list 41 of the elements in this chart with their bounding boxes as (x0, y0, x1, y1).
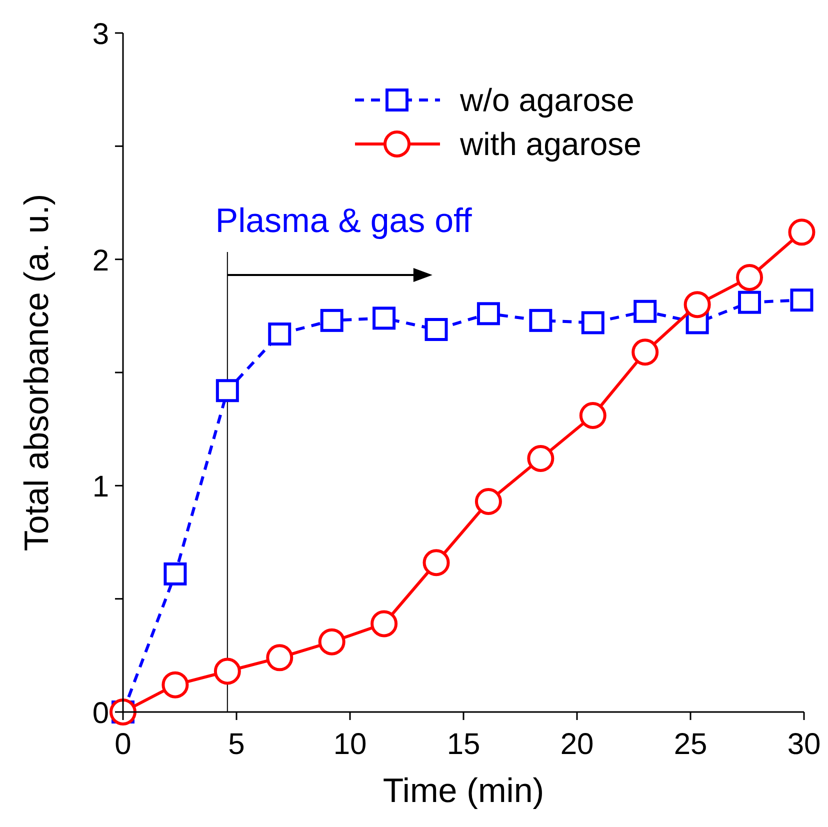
point (320, 308, 344, 332)
point (266, 644, 294, 672)
x-tick-label: 5 (228, 728, 245, 761)
y-tick-label: 2 (92, 244, 109, 278)
point (318, 628, 346, 656)
x-tick-label: 15 (446, 728, 480, 761)
point (424, 318, 448, 341)
y-tick-label: 3 (92, 18, 109, 51)
point (788, 218, 816, 246)
ref-line-label: Plasma & gas off (215, 202, 472, 240)
point (162, 671, 189, 698)
point (736, 264, 764, 291)
y-tick-label: 1 (92, 470, 109, 504)
point (372, 306, 396, 330)
point (370, 610, 398, 638)
point (581, 311, 604, 334)
x-tick-label: 25 (674, 728, 708, 761)
point (579, 402, 606, 430)
legend-label: with agarose (459, 126, 642, 162)
point (634, 300, 657, 323)
x-tick-label: 10 (333, 728, 367, 761)
point (476, 302, 500, 326)
x-tick-label: 20 (560, 728, 594, 761)
point (422, 549, 450, 576)
point (214, 658, 241, 685)
point (527, 445, 554, 472)
point (474, 488, 502, 516)
point (164, 562, 187, 586)
point (529, 308, 552, 332)
y-axis-title: Total absorbance (a. u.) (18, 194, 56, 552)
x-axis-title: Time (min) (382, 772, 544, 810)
point (268, 322, 292, 346)
point (738, 290, 762, 314)
x-tick-label: 30 (787, 728, 821, 761)
point (790, 288, 814, 312)
y-tick-label: 0 (92, 697, 109, 730)
x-tick-label: 0 (114, 728, 132, 761)
point (216, 379, 239, 402)
legend-label: w/o agarose (459, 82, 634, 118)
point (632, 338, 659, 366)
point (684, 291, 711, 318)
